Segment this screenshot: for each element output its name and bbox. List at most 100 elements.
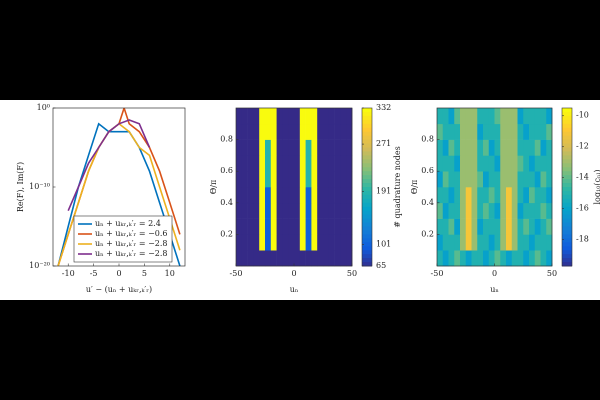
x-tick-label: 0 <box>116 269 121 278</box>
heatmap-cell <box>546 171 553 188</box>
colorbar-segment <box>362 202 372 208</box>
heatmap-cell <box>546 187 553 204</box>
heatmap-cell <box>253 250 260 267</box>
heatmap-cell <box>465 108 472 125</box>
heatmap-cell <box>299 171 306 188</box>
heatmap-cell <box>529 139 536 156</box>
heatmap-cell <box>500 155 507 172</box>
heatmap-cell <box>247 155 254 172</box>
heatmap-cell <box>259 171 266 188</box>
heatmap-cell <box>340 250 347 267</box>
heatmap-cell <box>265 171 272 188</box>
heatmap-cell <box>540 202 547 219</box>
heatmap-cell <box>494 123 501 140</box>
heatmap-cell <box>334 139 341 156</box>
heatmap-cell <box>448 171 455 188</box>
heatmap-cell <box>460 155 467 172</box>
heatmap-cell <box>236 123 243 140</box>
heatmap-cell <box>517 171 524 188</box>
heatmap-cell <box>511 202 518 219</box>
heatmap-cell <box>494 155 501 172</box>
heatmap-cell <box>276 187 283 204</box>
heatmap-cell <box>448 234 455 251</box>
colorbar-segment <box>362 214 372 220</box>
heatmap-cell <box>305 155 312 172</box>
heatmap-cell <box>265 234 272 251</box>
colorbar-segment <box>562 179 572 184</box>
colorbar-segment <box>562 238 572 243</box>
heatmap-cell <box>241 202 248 219</box>
heatmap-cell <box>534 155 541 172</box>
heatmap-cell <box>534 171 541 188</box>
heatmap-cell <box>334 234 341 251</box>
heatmap-cell <box>540 187 547 204</box>
heatmap-cell <box>253 123 260 140</box>
colorbar-segment <box>562 206 572 212</box>
colorbar-segment <box>562 167 572 172</box>
heatmap-cell <box>500 187 507 204</box>
heatmap-cell <box>317 155 324 172</box>
heatmap-cell <box>288 202 295 219</box>
heatmap-cell <box>340 187 347 204</box>
heatmap-cell <box>346 187 353 204</box>
heatmap-cell <box>437 202 444 219</box>
heatmap-cell <box>442 218 449 235</box>
heatmap-cell <box>494 234 501 251</box>
colorbar-segment <box>562 246 572 251</box>
heatmap-cell <box>323 155 330 172</box>
heatmap-cell <box>305 187 312 204</box>
heatmap-cell <box>317 234 324 251</box>
heatmap-cell <box>311 108 318 125</box>
heatmap-cell <box>311 139 318 156</box>
heatmap-cell <box>500 108 507 125</box>
heatmap-cell <box>346 108 353 125</box>
heatmap-cell <box>483 171 490 188</box>
heatmap-cell <box>282 123 289 140</box>
heatmap-cell <box>236 139 243 156</box>
y-tick-label: 0.6 <box>220 166 233 175</box>
colorbar-segment <box>362 131 372 137</box>
heatmap-cell <box>247 171 254 188</box>
heatmap-cell <box>282 155 289 172</box>
heatmap-cell <box>442 187 449 204</box>
heatmap-cell <box>442 139 449 156</box>
heatmap-cell <box>282 234 289 251</box>
heatmap-cell <box>540 123 547 140</box>
heatmap-cell <box>328 171 335 188</box>
heatmap-cell <box>288 123 295 140</box>
heatmap-cell <box>334 171 341 188</box>
heatmap-cell <box>241 108 248 125</box>
heatmap-cell <box>236 155 243 172</box>
heatmap-cell <box>270 187 277 204</box>
heatmap-cell <box>477 123 484 140</box>
heatmap-cell <box>305 108 312 125</box>
heatmap-cell <box>288 187 295 204</box>
heatmap-cell <box>523 187 530 204</box>
heatmap-cell <box>334 108 341 125</box>
heatmap-cell <box>346 218 353 235</box>
heatmap-cell <box>311 123 318 140</box>
colorbar-segment <box>362 151 372 156</box>
y-tick-label: 0.8 <box>421 135 434 144</box>
heatmap-cell <box>540 234 547 251</box>
heatmap-cell <box>529 171 536 188</box>
heatmap-cell <box>523 234 530 251</box>
heatmap-cell <box>241 218 248 235</box>
heatmap-cell <box>282 202 289 219</box>
heatmap-cell <box>454 123 461 140</box>
legend-label: uₙ + uₖᵣ,ₖ′ᵣ = 2.4 <box>95 219 161 228</box>
heatmap-cell <box>437 218 444 235</box>
heatmap-cell <box>253 218 260 235</box>
legend-label: uₙ + uₖᵣ,ₖ′ᵣ = −2.8 <box>95 249 168 258</box>
colorbar-segment <box>562 198 572 204</box>
heatmap-cell <box>265 187 272 204</box>
heatmap-cell <box>294 234 301 251</box>
heatmap-cell <box>506 187 513 204</box>
heatmap-cell <box>523 171 530 188</box>
heatmap-cell <box>477 234 484 251</box>
heatmap-cell <box>311 171 318 188</box>
heatmap-cell <box>323 218 330 235</box>
colorbar-segment <box>562 210 572 216</box>
colorbar-segment <box>362 115 372 121</box>
heatmap-cell <box>317 139 324 156</box>
